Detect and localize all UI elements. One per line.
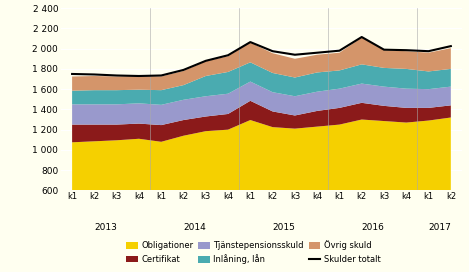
Text: 2017: 2017 [428,223,451,232]
Text: 2014: 2014 [183,223,206,232]
Text: 2016: 2016 [362,223,384,232]
Text: 2015: 2015 [272,223,295,232]
Text: 2013: 2013 [94,223,117,232]
Legend: Obligationer, Certifikat, Tjänstepensionsskuld, Inlåning, lån, Övrig skuld, Skul: Obligationer, Certifikat, Tjänstepension… [123,237,384,268]
